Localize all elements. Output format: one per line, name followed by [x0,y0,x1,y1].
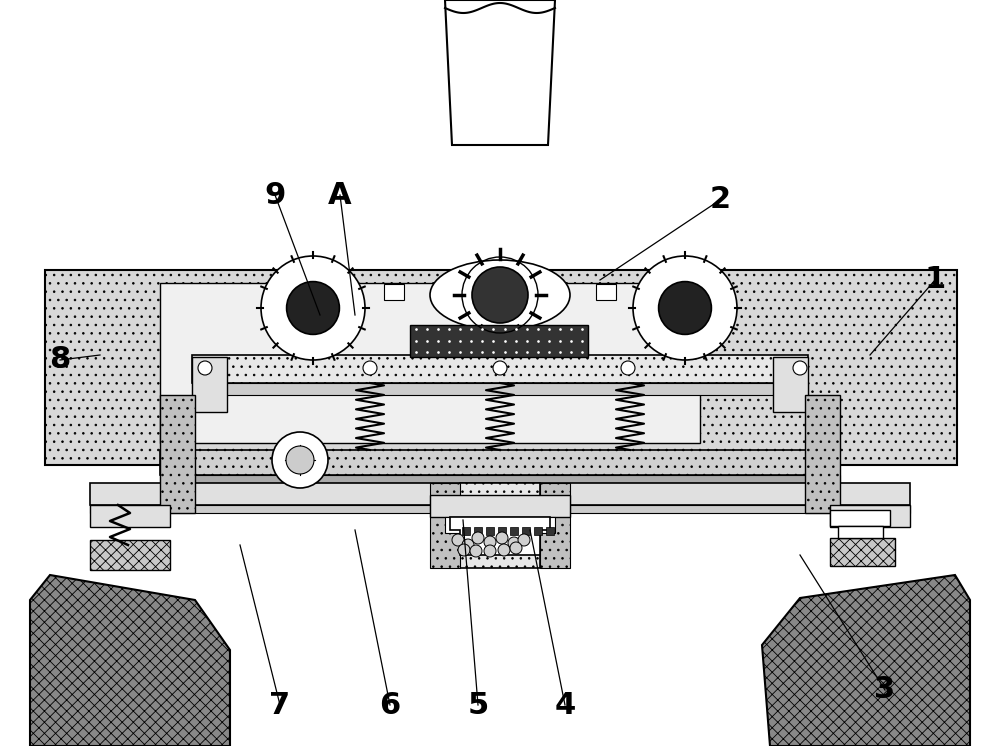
Bar [90,483,910,505]
Bar [773,357,808,412]
Ellipse shape [430,260,570,330]
Text: 4: 4 [554,691,576,719]
Bar [540,483,570,568]
Text: 3: 3 [874,675,896,704]
Bar [522,527,530,535]
Bar [498,527,506,535]
Text: 9: 9 [264,181,286,210]
Bar [192,355,808,383]
Bar [384,284,404,300]
Circle shape [508,537,520,549]
Bar [90,505,910,513]
Polygon shape [450,517,550,555]
Text: 2: 2 [709,186,731,215]
Bar [160,450,840,475]
Bar [410,325,588,357]
Bar [546,527,554,535]
Circle shape [793,361,807,375]
Bar [460,483,540,568]
Ellipse shape [261,256,365,360]
Bar [534,527,542,535]
Circle shape [470,545,482,557]
Text: 7: 7 [269,691,291,719]
Bar [160,283,700,443]
Ellipse shape [633,256,737,360]
Polygon shape [762,575,970,746]
Circle shape [621,361,635,375]
Circle shape [510,542,522,554]
Circle shape [496,532,508,544]
Circle shape [272,432,328,488]
Bar [510,527,518,535]
Circle shape [452,534,464,546]
Circle shape [484,545,496,557]
Text: 6: 6 [379,691,401,719]
Text: 8: 8 [49,345,71,374]
Circle shape [458,544,470,556]
Circle shape [659,281,711,334]
Bar [160,475,840,483]
Bar [90,505,170,527]
Circle shape [518,534,530,546]
Bar [474,527,482,535]
Bar [430,483,460,568]
Circle shape [484,536,496,548]
Circle shape [287,281,339,334]
Circle shape [472,267,528,323]
Bar [486,527,494,535]
Bar [830,510,890,526]
Bar [805,395,840,513]
Circle shape [493,361,507,375]
Polygon shape [30,575,230,746]
Bar [462,527,470,535]
Bar [192,357,227,412]
Bar [90,540,170,570]
Circle shape [472,532,484,544]
Bar [430,495,570,517]
Circle shape [462,539,474,551]
Polygon shape [445,0,555,145]
Bar [596,284,616,300]
Circle shape [363,361,377,375]
Circle shape [286,446,314,474]
Bar [160,395,195,513]
Bar [45,270,957,465]
Bar [192,383,808,395]
Bar [830,538,895,566]
Text: 1: 1 [924,266,946,295]
Bar [445,517,555,533]
Circle shape [198,361,212,375]
Circle shape [498,544,510,556]
Bar [830,505,910,527]
Text: 5: 5 [467,691,489,719]
Text: A: A [328,181,352,210]
Bar [838,526,883,538]
